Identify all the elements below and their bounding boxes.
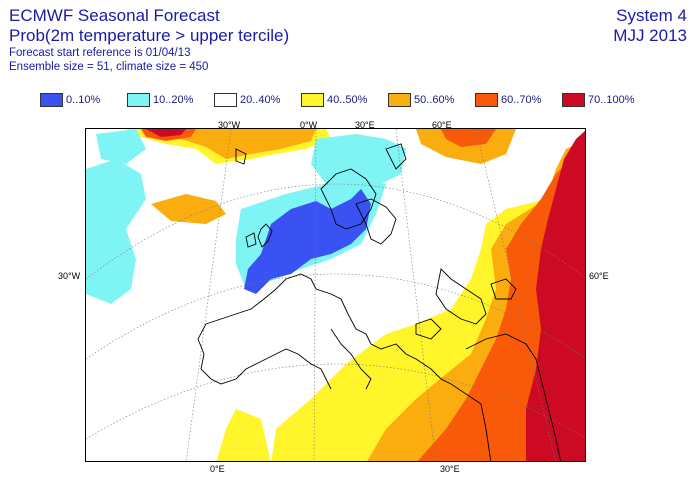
- legend-item: 40..50%: [301, 93, 388, 107]
- legend-label: 50..60%: [414, 94, 455, 106]
- header: ECMWF Seasonal Forecast Prob(2m temperat…: [9, 6, 289, 74]
- legend-swatch: [40, 93, 63, 107]
- legend-label: 10..20%: [153, 94, 194, 106]
- field-yellow-africa: [216, 409, 271, 461]
- season-label: MJJ 2013: [613, 26, 687, 45]
- top-lon-label: 60°E: [432, 120, 452, 130]
- legend-item: 60..70%: [475, 93, 562, 107]
- field-redorange-ne: [441, 129, 496, 147]
- map-subtitle: Prob(2m temperature > upper tercile): [9, 26, 290, 45]
- legend-swatch: [388, 93, 411, 107]
- legend: 0..10% 10..20% 20..40% 40..50% 50..60% 6…: [40, 93, 649, 107]
- legend-label: 0..10%: [66, 94, 101, 106]
- top-lon-label: 0°W: [300, 120, 318, 130]
- legend-item: 20..40%: [214, 93, 301, 107]
- legend-swatch: [301, 93, 324, 107]
- legend-label: 20..40%: [240, 94, 281, 106]
- probability-field: [86, 129, 585, 461]
- legend-label: 60..70%: [501, 94, 542, 106]
- header-right: System 4 MJJ 2013: [613, 6, 687, 46]
- top-lon-label: 30°W: [218, 120, 241, 130]
- legend-label: 40..50%: [327, 94, 368, 106]
- coastlines: [197, 143, 562, 461]
- system-label: System 4: [616, 6, 687, 25]
- top-lon-label: 30°E: [355, 120, 375, 130]
- field-blue-scand: [244, 189, 371, 294]
- legend-item: 50..60%: [388, 93, 475, 107]
- legend-item: 0..10%: [40, 93, 127, 107]
- legend-swatch: [562, 93, 585, 107]
- ensemble-size: Ensemble size = 51, climate size = 450: [9, 61, 209, 73]
- field-orange-iberia: [151, 194, 226, 224]
- field-orange-ne: [416, 129, 516, 164]
- bottom-lon-label: 30°E: [440, 464, 460, 474]
- legend-item: 10..20%: [127, 93, 214, 107]
- field-darkred-nw: [146, 129, 186, 137]
- forecast-start-reference: Forecast start reference is 01/04/13: [9, 47, 191, 59]
- legend-swatch: [127, 93, 150, 107]
- right-lon-label: 60°E: [589, 271, 609, 281]
- field-cyan-north-atlantic: [96, 129, 146, 164]
- graticule: [86, 129, 585, 461]
- map-title: ECMWF Seasonal Forecast: [9, 6, 220, 25]
- legend-swatch: [475, 93, 498, 107]
- legend-label: 70..100%: [588, 94, 635, 106]
- legend-swatch: [214, 93, 237, 107]
- bottom-lon-label: 0°E: [210, 464, 225, 474]
- legend-item: 70..100%: [562, 93, 649, 107]
- left-lon-label: 30°W: [58, 271, 81, 281]
- forecast-map: [85, 128, 586, 462]
